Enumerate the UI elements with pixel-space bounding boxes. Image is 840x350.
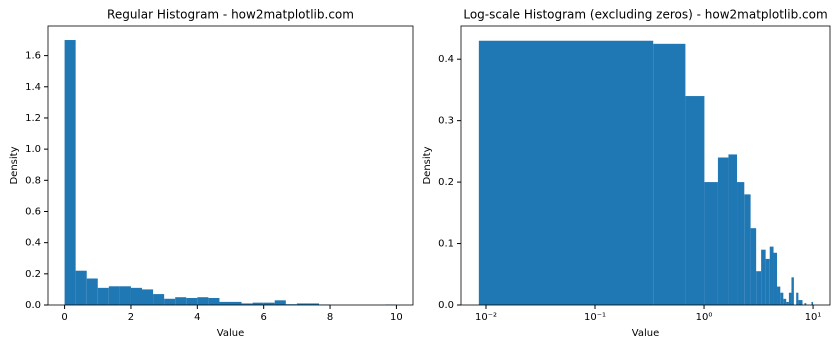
bar — [798, 300, 801, 305]
bar — [186, 297, 198, 305]
bar — [86, 278, 98, 305]
bar — [773, 252, 778, 305]
bar — [175, 297, 187, 305]
x-tick-label: 10⁰ — [696, 312, 713, 323]
bar — [704, 182, 718, 305]
bar — [765, 258, 770, 305]
bar — [263, 302, 275, 305]
bar — [307, 303, 319, 305]
bar — [653, 43, 686, 305]
y-tick-label: 1.6 — [25, 51, 41, 62]
bar — [811, 301, 814, 305]
chart-title: Regular Histogram - how2matplotlib.com — [107, 8, 354, 22]
y-tick-label: 0.1 — [438, 239, 454, 250]
y-tick-label: 1.2 — [25, 113, 41, 124]
y-tick-label: 1.0 — [25, 144, 41, 155]
y-tick-label: 0.8 — [25, 175, 41, 186]
bar — [769, 246, 774, 305]
bar — [478, 40, 654, 305]
bar — [130, 287, 143, 305]
bar — [75, 270, 87, 305]
y-tick-label: 0.0 — [438, 300, 454, 311]
y-tick-label: 1.4 — [25, 82, 41, 93]
x-tick-label: 6 — [260, 312, 266, 323]
bar — [777, 286, 781, 305]
y-tick-label: 0.2 — [438, 177, 454, 188]
bar — [119, 286, 131, 305]
bar — [164, 298, 176, 305]
axes-frame — [460, 25, 831, 306]
bar — [783, 298, 787, 305]
x-tick-label: 0 — [61, 312, 67, 323]
bar — [252, 302, 264, 305]
bar — [274, 300, 286, 305]
y-tick-label: 0.4 — [25, 238, 41, 249]
bar — [796, 292, 799, 305]
bar — [197, 297, 209, 305]
x-tick-label: 10⁻¹ — [584, 312, 606, 323]
bar — [804, 303, 807, 305]
x-tick-label: 10 — [390, 312, 403, 323]
bar — [744, 194, 751, 305]
y-tick-label: 0.2 — [25, 269, 41, 280]
bar — [241, 303, 253, 305]
x-axis-label: Value — [632, 328, 659, 339]
y-axis-label: Density — [9, 146, 20, 184]
chart-title: Log-scale Histogram (excluding zeros) - … — [463, 8, 827, 22]
bar — [108, 286, 120, 305]
bar — [97, 287, 109, 305]
bar — [230, 301, 242, 305]
x-tick-label: 10⁻² — [475, 312, 497, 323]
bar — [728, 154, 738, 305]
bar — [219, 301, 231, 305]
x-axis-label: Value — [217, 328, 244, 339]
bar — [153, 294, 165, 305]
bar — [142, 289, 154, 305]
bar — [296, 303, 308, 305]
x-tick-label: 2 — [128, 312, 134, 323]
bar — [761, 249, 766, 305]
x-tick-label: 4 — [194, 312, 200, 323]
bar — [791, 277, 794, 305]
x-tick-label: 8 — [327, 312, 333, 323]
bar — [737, 182, 745, 305]
bar — [800, 300, 803, 305]
y-tick-label: 0.4 — [438, 54, 454, 65]
axes-frame — [47, 25, 414, 306]
y-axis-label: Density — [422, 146, 433, 184]
bar — [788, 292, 792, 305]
y-tick-label: 0.3 — [438, 116, 454, 127]
bar — [750, 228, 757, 305]
bar — [717, 157, 729, 305]
x-tick-label: 10¹ — [805, 312, 822, 323]
y-tick-label: 0.0 — [25, 300, 41, 311]
bar — [786, 301, 789, 305]
bar — [685, 96, 705, 305]
bar — [756, 271, 762, 305]
bar — [64, 40, 76, 306]
y-tick-label: 0.6 — [25, 206, 41, 217]
bar — [208, 297, 220, 305]
bar — [780, 292, 784, 305]
